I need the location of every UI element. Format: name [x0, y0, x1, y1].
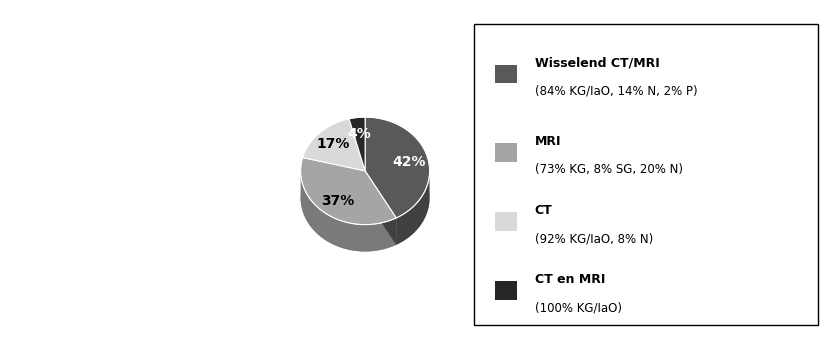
Bar: [495, 143, 516, 162]
Polygon shape: [365, 117, 430, 218]
Text: CT en MRI: CT en MRI: [535, 273, 605, 286]
Polygon shape: [365, 171, 397, 245]
Polygon shape: [301, 157, 397, 225]
FancyBboxPatch shape: [474, 24, 817, 325]
Text: (84% KG/IaO, 14% N, 2% P): (84% KG/IaO, 14% N, 2% P): [535, 85, 697, 98]
Text: MRI: MRI: [535, 135, 561, 148]
Polygon shape: [301, 173, 397, 252]
Text: (73% KG, 8% SG, 20% N): (73% KG, 8% SG, 20% N): [535, 163, 682, 176]
Ellipse shape: [301, 144, 430, 252]
Polygon shape: [302, 119, 365, 171]
Text: CT: CT: [535, 204, 552, 217]
Polygon shape: [349, 117, 365, 171]
Polygon shape: [397, 173, 430, 245]
Text: (92% KG/IaO, 8% N): (92% KG/IaO, 8% N): [535, 232, 653, 245]
Bar: [495, 281, 516, 300]
Text: 42%: 42%: [392, 155, 426, 169]
Bar: [495, 65, 516, 83]
Text: 17%: 17%: [317, 137, 350, 151]
Bar: [495, 212, 516, 231]
Text: Wisselend CT/MRI: Wisselend CT/MRI: [535, 57, 659, 69]
Text: (100% KG/IaO): (100% KG/IaO): [535, 302, 621, 314]
Text: 37%: 37%: [321, 194, 354, 208]
Text: 4%: 4%: [347, 127, 372, 141]
